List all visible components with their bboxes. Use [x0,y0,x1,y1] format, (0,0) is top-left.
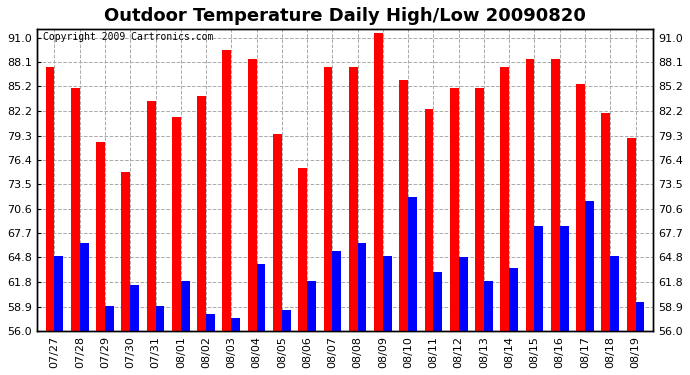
Bar [383,256,392,331]
Bar [71,88,80,331]
Bar [585,201,594,331]
Bar [80,243,88,331]
Bar [357,243,366,331]
Bar [248,58,257,331]
Bar [374,33,383,331]
Bar [121,172,130,331]
Bar [602,113,610,331]
Bar [46,67,55,331]
Bar [105,306,114,331]
Bar [610,256,619,331]
Bar [257,264,266,331]
Bar [500,67,509,331]
Bar [298,168,307,331]
Bar [424,109,433,331]
Bar [55,256,63,331]
Bar [333,251,342,331]
Bar [560,226,569,331]
Bar [475,88,484,331]
Bar [130,285,139,331]
Bar [459,257,468,331]
Bar [273,134,282,331]
Bar [450,88,459,331]
Bar [433,272,442,331]
Bar [197,96,206,331]
Bar [627,138,635,331]
Bar [526,58,535,331]
Bar [181,281,190,331]
Text: Copyright 2009 Cartronics.com: Copyright 2009 Cartronics.com [43,32,213,42]
Bar [348,67,357,331]
Bar [535,226,543,331]
Bar [172,117,181,331]
Bar [307,281,316,331]
Bar [206,314,215,331]
Bar [231,318,240,331]
Bar [96,142,105,331]
Bar [324,67,333,331]
Bar [282,310,290,331]
Bar [400,80,408,331]
Bar [408,197,417,331]
Bar [635,302,644,331]
Title: Outdoor Temperature Daily High/Low 20090820: Outdoor Temperature Daily High/Low 20090… [104,7,586,25]
Bar [484,281,493,331]
Bar [147,100,155,331]
Bar [222,50,231,331]
Bar [509,268,518,331]
Bar [155,306,164,331]
Bar [576,84,585,331]
Bar [551,58,560,331]
